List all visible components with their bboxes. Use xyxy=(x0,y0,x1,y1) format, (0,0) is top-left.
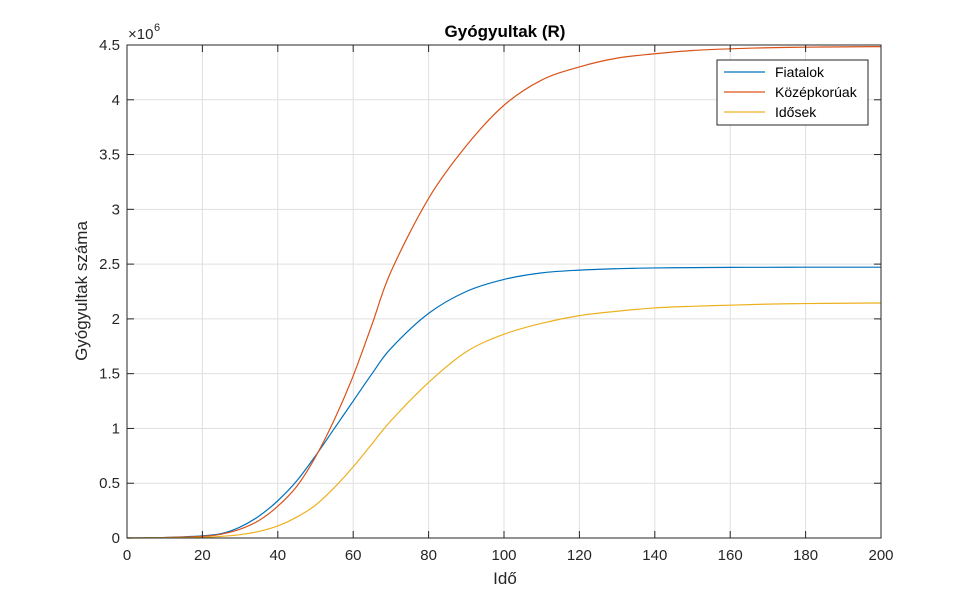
chart-title: Gyógyultak (R) xyxy=(445,22,566,41)
x-tick-label: 80 xyxy=(420,547,437,564)
series-line-kozepkoruak xyxy=(126,46,882,539)
x-tick-label: 120 xyxy=(567,547,592,564)
series-line-idosek xyxy=(126,302,882,539)
legend-label-kozepkoruak: Középkorúak xyxy=(775,84,858,100)
y-tick-label: 1.5 xyxy=(99,366,120,383)
series-line-fiatalok xyxy=(126,266,881,539)
y-tick-label: 3 xyxy=(112,201,120,218)
y-tick-label: 2.5 xyxy=(99,256,120,273)
y-tick-labels: 0 0.5 1 1.5 2 2.5 3 3.5 4 4.5 xyxy=(99,37,120,547)
y-tick-label: 1 xyxy=(112,420,120,437)
x-axis-label: Idő xyxy=(493,569,517,588)
y-exponent-power: 6 xyxy=(154,22,160,34)
x-tick-label: 160 xyxy=(718,547,743,564)
x-tick-label: 0 xyxy=(123,547,131,564)
y-exponent-base: ×10 xyxy=(128,26,153,43)
y-tick-label: 0.5 xyxy=(99,475,120,492)
y-tick-label: 4 xyxy=(112,92,120,109)
y-axis-label: Gyógyultak száma xyxy=(72,221,91,361)
y-tick-label: 4.5 xyxy=(99,37,120,54)
x-tick-label: 60 xyxy=(345,547,362,564)
legend-label-fiatalok: Fiatalok xyxy=(775,64,825,80)
y-tick-label: 0 xyxy=(112,530,120,547)
x-tick-labels: 0 20 40 60 80 100 120 140 160 180 200 xyxy=(123,547,894,564)
legend-label-idosek: Idősek xyxy=(775,104,817,120)
x-tick-label: 20 xyxy=(194,547,211,564)
x-tick-label: 140 xyxy=(642,547,667,564)
x-tick-label: 180 xyxy=(793,547,818,564)
x-tick-label: 200 xyxy=(868,547,893,564)
x-tick-label: 100 xyxy=(491,547,516,564)
series-lines xyxy=(126,46,882,539)
x-tick-label: 40 xyxy=(269,547,286,564)
legend: Fiatalok Középkorúak Idősek xyxy=(716,59,869,126)
tick-marks xyxy=(126,44,882,539)
y-tick-label: 2 xyxy=(112,311,120,328)
y-tick-label: 3.5 xyxy=(99,147,120,164)
